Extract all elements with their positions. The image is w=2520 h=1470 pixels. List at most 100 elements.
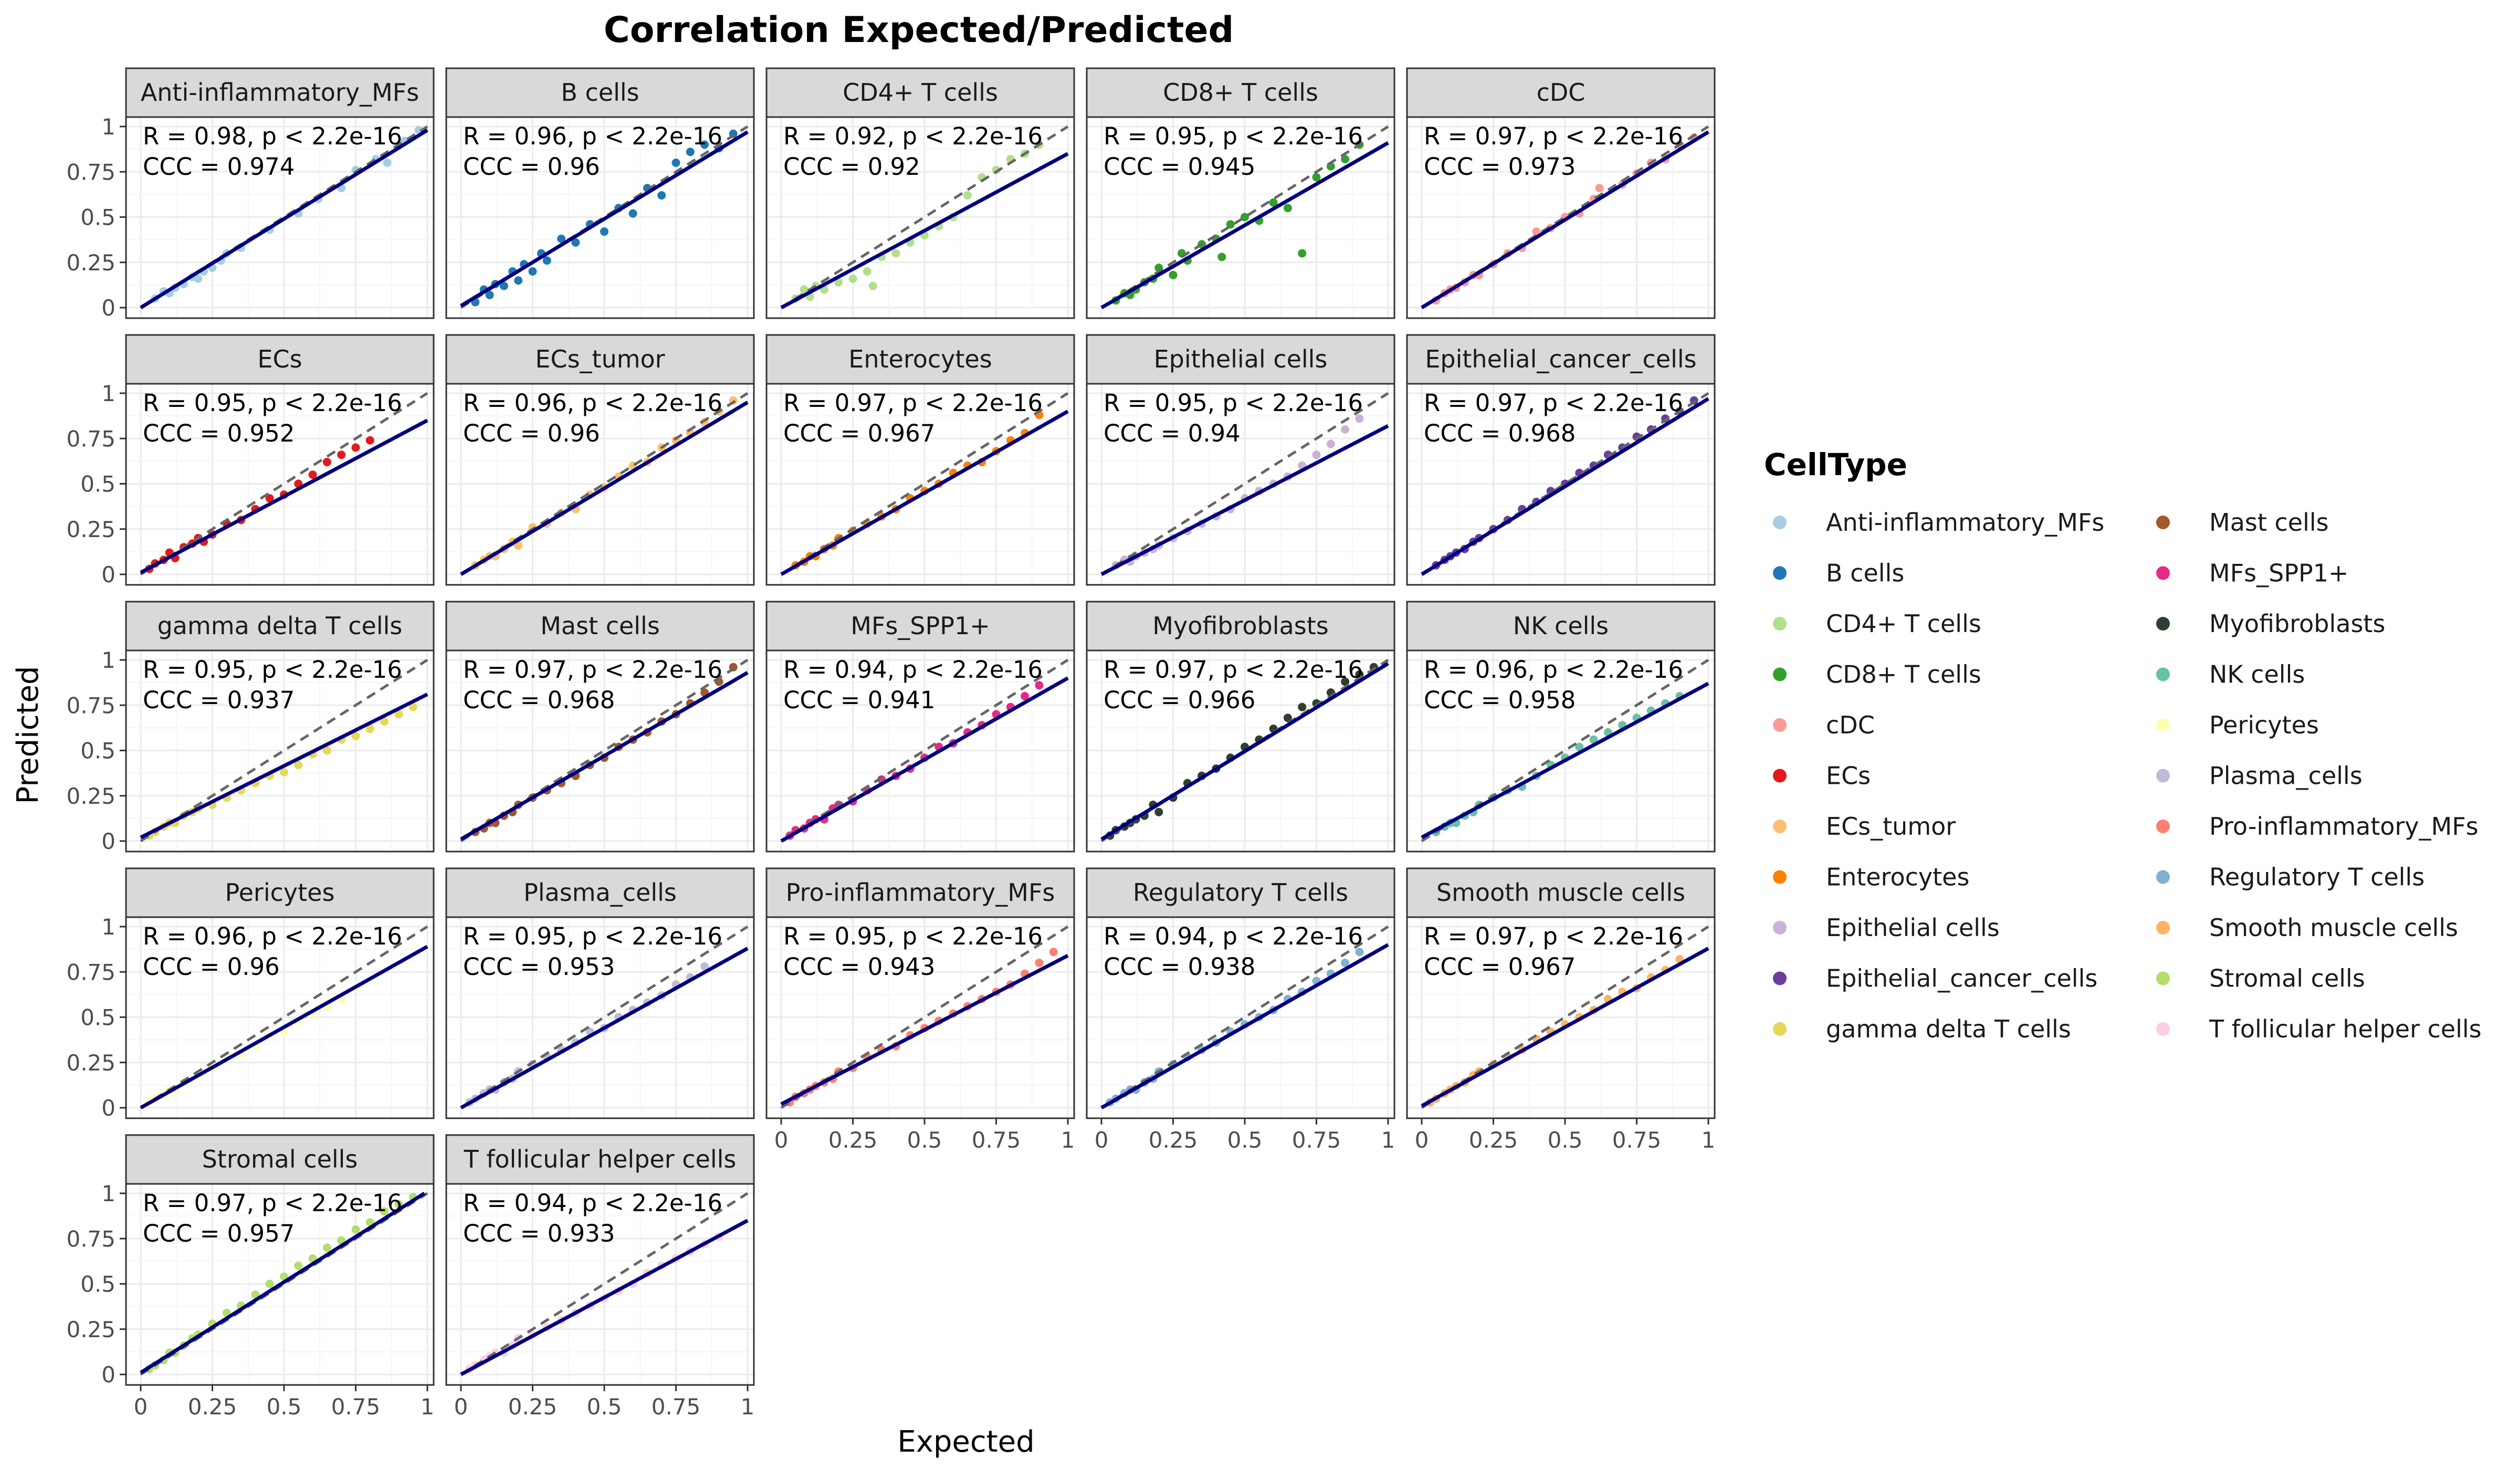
panel-border xyxy=(1086,649,1395,853)
ccc-annotation: CCC = 0.953 xyxy=(463,953,615,981)
legend-item: cDC xyxy=(1773,711,1875,739)
facet-strip-label: Pericytes xyxy=(225,878,335,907)
data-point xyxy=(1298,249,1307,258)
legend-item: ECs xyxy=(1773,762,1871,790)
x-tick-label: 0.25 xyxy=(508,1394,558,1420)
legend-key xyxy=(1773,516,1787,529)
data-point xyxy=(294,1262,303,1270)
facet-strip-label: Anti-inflammatory_MFs xyxy=(141,78,419,107)
regression-line xyxy=(460,401,749,576)
x-axis-title: Expected xyxy=(897,1425,1034,1459)
data-point xyxy=(485,290,494,299)
facet-strip-label: Epithelial_cancer_cells xyxy=(1425,345,1696,373)
data-point xyxy=(868,281,877,290)
legend-label: Pro-inflammatory_MFs xyxy=(2209,812,2479,841)
panel-border xyxy=(1406,383,1716,586)
legend-key xyxy=(1773,617,1787,631)
ccc-annotation: CCC = 0.96 xyxy=(143,953,280,981)
x-tick-label: 0.75 xyxy=(972,1127,1021,1153)
facet-panel: B cells R = 0.96, p < 2.2e-16 CCC = 0.96 xyxy=(445,67,755,319)
data-point xyxy=(322,746,331,755)
facet-panel: gamma delta T cells R = 0.95, p < 2.2e-16… xyxy=(66,601,435,854)
facet-strip-label: ECs_tumor xyxy=(535,345,665,373)
correlation-annotation: R = 0.95, p < 2.2e-16 xyxy=(143,656,402,684)
correlation-annotation: R = 0.95, p < 2.2e-16 xyxy=(783,922,1043,950)
y-tick-label: 1 xyxy=(101,647,116,673)
legend-key xyxy=(1773,870,1787,884)
data-point xyxy=(557,234,566,243)
ccc-annotation: CCC = 0.966 xyxy=(1104,686,1255,714)
data-point xyxy=(365,724,374,733)
data-point xyxy=(1049,948,1058,957)
identity-line xyxy=(1421,925,1709,1109)
legend-key xyxy=(1773,820,1787,833)
legend-item: Epithelial cells xyxy=(1773,914,2000,942)
correlation-annotation: R = 0.97, p < 2.2e-16 xyxy=(1424,389,1683,417)
facet-strip-label: B cells xyxy=(561,78,639,107)
correlation-annotation: R = 0.95, p < 2.2e-16 xyxy=(1104,122,1363,150)
y-tick-label: 0 xyxy=(101,828,116,854)
facet-strip-label: Epithelial cells xyxy=(1154,345,1328,373)
regression-line xyxy=(780,954,1069,1106)
legend-label: Epithelial cells xyxy=(1826,914,2000,942)
regression-line xyxy=(1421,397,1709,576)
x-tick-label: 1 xyxy=(741,1394,755,1420)
data-point xyxy=(194,274,203,283)
legend-key xyxy=(2156,667,2170,681)
x-tick-label: 0 xyxy=(454,1394,468,1420)
identity-line xyxy=(460,925,749,1109)
legend-label: CD8+ T cells xyxy=(1826,660,1981,689)
legend-item: Stromal cells xyxy=(2156,964,2365,993)
legend-key xyxy=(2156,566,2170,580)
x-tick-label: 0.5 xyxy=(1548,1127,1583,1153)
data-point xyxy=(1169,270,1178,279)
panel-border xyxy=(1086,116,1395,319)
data-point xyxy=(322,458,331,467)
ccc-annotation: CCC = 0.938 xyxy=(1104,953,1255,981)
x-tick-label: 0.5 xyxy=(587,1394,622,1420)
data-point xyxy=(700,962,709,971)
data-point xyxy=(1341,425,1350,434)
legend-key xyxy=(1773,921,1787,934)
legend-label: Enterocytes xyxy=(1826,863,1969,891)
data-point xyxy=(542,256,551,265)
correlation-annotation: R = 0.97, p < 2.2e-16 xyxy=(783,389,1043,417)
data-point xyxy=(1326,439,1335,448)
data-point xyxy=(280,768,288,776)
correlation-annotation: R = 0.96, p < 2.2e-16 xyxy=(1424,656,1683,684)
identity-line xyxy=(140,658,428,843)
panel-border xyxy=(445,1183,755,1386)
legend-label: Anti-inflammatory_MFs xyxy=(1826,508,2104,537)
identity-line xyxy=(1100,392,1389,576)
legend-item: Mast cells xyxy=(2156,508,2329,537)
legend-item: NK cells xyxy=(2156,660,2305,689)
facet-strip xyxy=(765,67,1075,118)
data-point xyxy=(700,140,709,149)
ccc-annotation: CCC = 0.945 xyxy=(1104,153,1255,181)
correlation-annotation: R = 0.97, p < 2.2e-16 xyxy=(1424,922,1683,950)
panel-border xyxy=(445,116,755,319)
data-point xyxy=(963,191,972,200)
facet-strip xyxy=(445,334,755,385)
legend-label: Plasma_cells xyxy=(2209,762,2362,790)
data-point xyxy=(1595,184,1604,193)
data-point xyxy=(571,238,580,247)
data-point xyxy=(1532,227,1541,236)
x-tick-label: 1 xyxy=(1061,1127,1075,1153)
facet-strip xyxy=(1406,67,1716,118)
legend-item: Pro-inflammatory_MFs xyxy=(2156,812,2479,841)
x-tick-label: 0.75 xyxy=(1292,1127,1341,1153)
ccc-annotation: CCC = 0.973 xyxy=(1424,153,1576,181)
facet-panel: Smooth muscle cells R = 0.97, p < 2.2e-16… xyxy=(1406,867,1716,1153)
data-point xyxy=(351,731,360,740)
y-tick-label: 0.25 xyxy=(66,517,116,542)
data-point xyxy=(1283,204,1292,213)
legend-item: B cells xyxy=(1773,559,1904,587)
legend-item: ECs_tumor xyxy=(1773,812,1956,841)
legend-label: ECs xyxy=(1826,762,1871,790)
legend-item: Regulatory T cells xyxy=(2156,863,2424,891)
legend: CellType Anti-inflammatory_MFs B cells CD4… xyxy=(1764,447,2482,1043)
facet-panel: CD4+ T cells R = 0.92, p < 2.2e-16 CCC = 0… xyxy=(765,67,1075,319)
facet-strip xyxy=(125,1134,435,1185)
